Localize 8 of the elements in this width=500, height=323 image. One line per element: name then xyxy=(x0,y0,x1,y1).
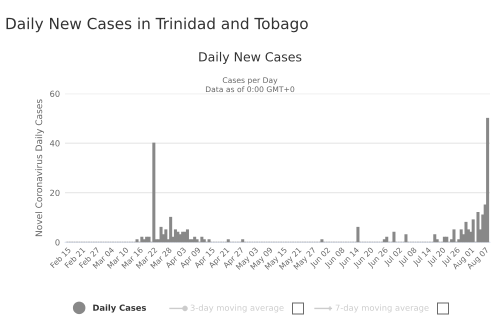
y-tick-label: 20 xyxy=(50,190,60,196)
legend-label: Daily Cases xyxy=(93,304,146,313)
y-tick-label: 0 xyxy=(55,239,60,246)
chart-title: Daily New Cases xyxy=(199,52,302,64)
y-tick-label: 60 xyxy=(50,90,60,97)
y-axis-title: Novel Coronavirus Daily Cases xyxy=(35,99,44,236)
text: Daily New Cases in Trinidad and Tobago xyxy=(6,17,308,32)
y-tick-label: 40 xyxy=(50,140,60,146)
